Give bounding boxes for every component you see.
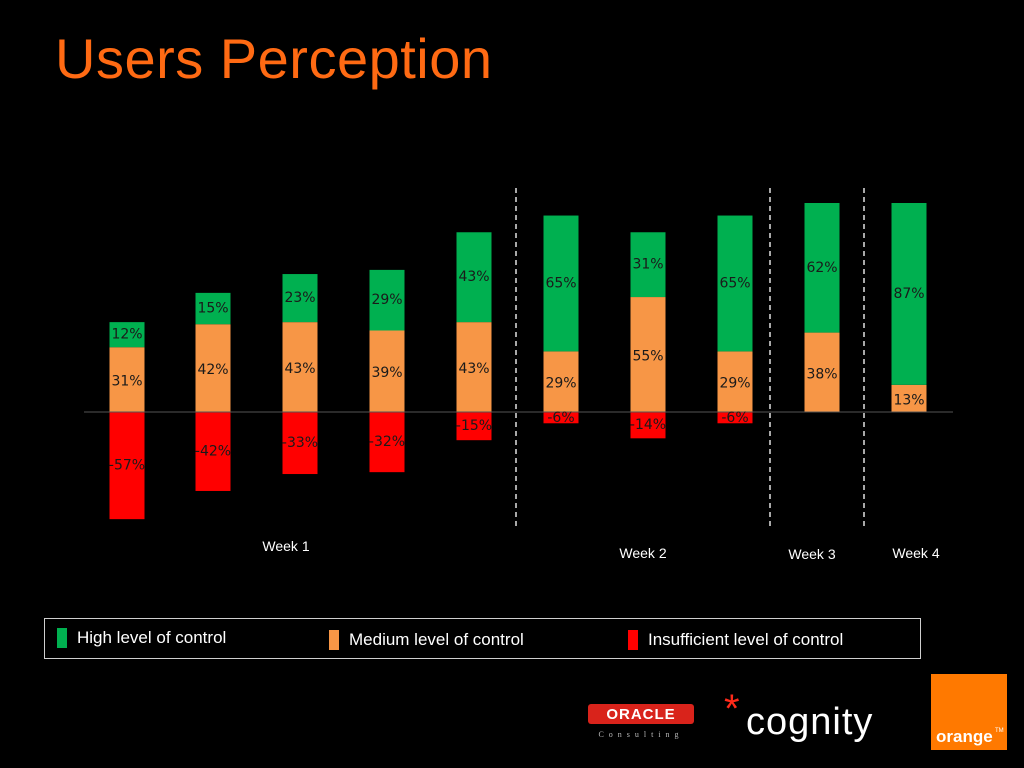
orange-logo-tm: TM (995, 728, 1004, 734)
bar-high (804, 203, 840, 333)
data-label-high: 23% (284, 290, 315, 306)
stacked-bar-chart: 12% 31% -57% 15% 42% -42% 23% 43% -33% 29% 39% -32%… (84, 188, 953, 562)
data-label-high: 29% (371, 292, 402, 308)
legend-label-high: High level of control (77, 628, 227, 647)
bar-medium (804, 332, 840, 412)
bar-insufficient (369, 412, 405, 473)
bar-medium (282, 322, 318, 412)
data-label-high: 62% (806, 260, 837, 276)
data-label-high: 31% (632, 257, 663, 273)
data-label-insufficient: -6% (721, 410, 748, 426)
bar-insufficient (543, 412, 579, 424)
data-label-insufficient: -14% (630, 417, 666, 433)
legend-swatch-high (57, 628, 67, 648)
bar-high (543, 215, 579, 352)
week-label: Week 1 (262, 538, 309, 554)
data-label-insufficient: -33% (282, 435, 318, 451)
bar-medium (630, 297, 666, 412)
bar-high (456, 232, 492, 323)
cognity-logo: * cognity (724, 688, 873, 743)
data-label-insufficient: -57% (109, 458, 145, 474)
data-label-insufficient: -32% (369, 434, 405, 450)
bar-medium (456, 322, 492, 412)
data-label-insufficient: -6% (547, 410, 574, 426)
bar-insufficient (109, 412, 145, 520)
bar-high (717, 215, 753, 352)
bar-medium (717, 351, 753, 412)
data-label-high: 12% (111, 327, 142, 343)
data-label-high: 15% (197, 301, 228, 317)
legend-item-medium: Medium level of control (329, 629, 524, 651)
data-label-high: 87% (893, 286, 924, 302)
bar-medium (195, 324, 231, 412)
bar-medium (543, 351, 579, 412)
cognity-star: * (724, 688, 740, 731)
legend-label-medium: Medium level of control (349, 630, 524, 649)
page-title: Users Perception (55, 27, 493, 90)
oracle-logo-text: ORACLE (606, 706, 675, 723)
cognity-text: cognity (746, 701, 873, 743)
data-label-medium: 13% (893, 392, 924, 408)
data-label-medium: 55% (632, 349, 663, 365)
bar-high (369, 269, 405, 331)
bar-insufficient (630, 412, 666, 439)
data-label-insufficient: -42% (195, 443, 231, 459)
oracle-logo-bg (588, 704, 694, 724)
oracle-consulting-logo: ORACLE Consulting (588, 704, 694, 739)
data-label-medium: 29% (545, 376, 576, 392)
bar-insufficient (195, 412, 231, 491)
data-label-medium: 31% (111, 374, 142, 390)
week-label: Week 4 (892, 545, 939, 561)
data-label-medium: 43% (458, 361, 489, 377)
data-label-medium: 38% (806, 366, 837, 382)
bar-high (282, 274, 318, 323)
data-label-high: 65% (545, 275, 576, 291)
bar-high (630, 232, 666, 298)
legend-item-insufficient: Insufficient level of control (628, 629, 843, 651)
data-label-insufficient: -15% (456, 418, 492, 434)
data-label-high: 65% (719, 275, 750, 291)
bar-medium (109, 347, 145, 412)
orange-logo-text: orange (936, 727, 993, 746)
legend-item-high: High level of control (57, 627, 226, 649)
legend-swatch-insufficient (628, 630, 638, 650)
bar-insufficient (717, 412, 753, 424)
data-label-medium: 29% (719, 376, 750, 392)
legend-label-insufficient: Insufficient level of control (648, 630, 844, 649)
oracle-logo-subtext: Consulting (598, 730, 683, 739)
orange-logo: TM orange (931, 674, 1007, 750)
data-label-high: 43% (458, 269, 489, 285)
bar-high (195, 292, 231, 325)
data-label-medium: 43% (284, 361, 315, 377)
bar-insufficient (282, 412, 318, 475)
bar-high (109, 322, 145, 348)
data-label-medium: 39% (371, 365, 402, 381)
data-label-medium: 42% (197, 362, 228, 378)
week-label: Week 2 (619, 545, 666, 561)
bar-medium (369, 330, 405, 412)
week-label: Week 3 (788, 546, 835, 562)
legend-swatch-medium (329, 630, 339, 650)
bar-insufficient (456, 412, 492, 441)
chart-legend: High level of control Medium level of co… (44, 618, 921, 659)
bar-high (891, 203, 927, 385)
bar-medium (891, 384, 927, 412)
